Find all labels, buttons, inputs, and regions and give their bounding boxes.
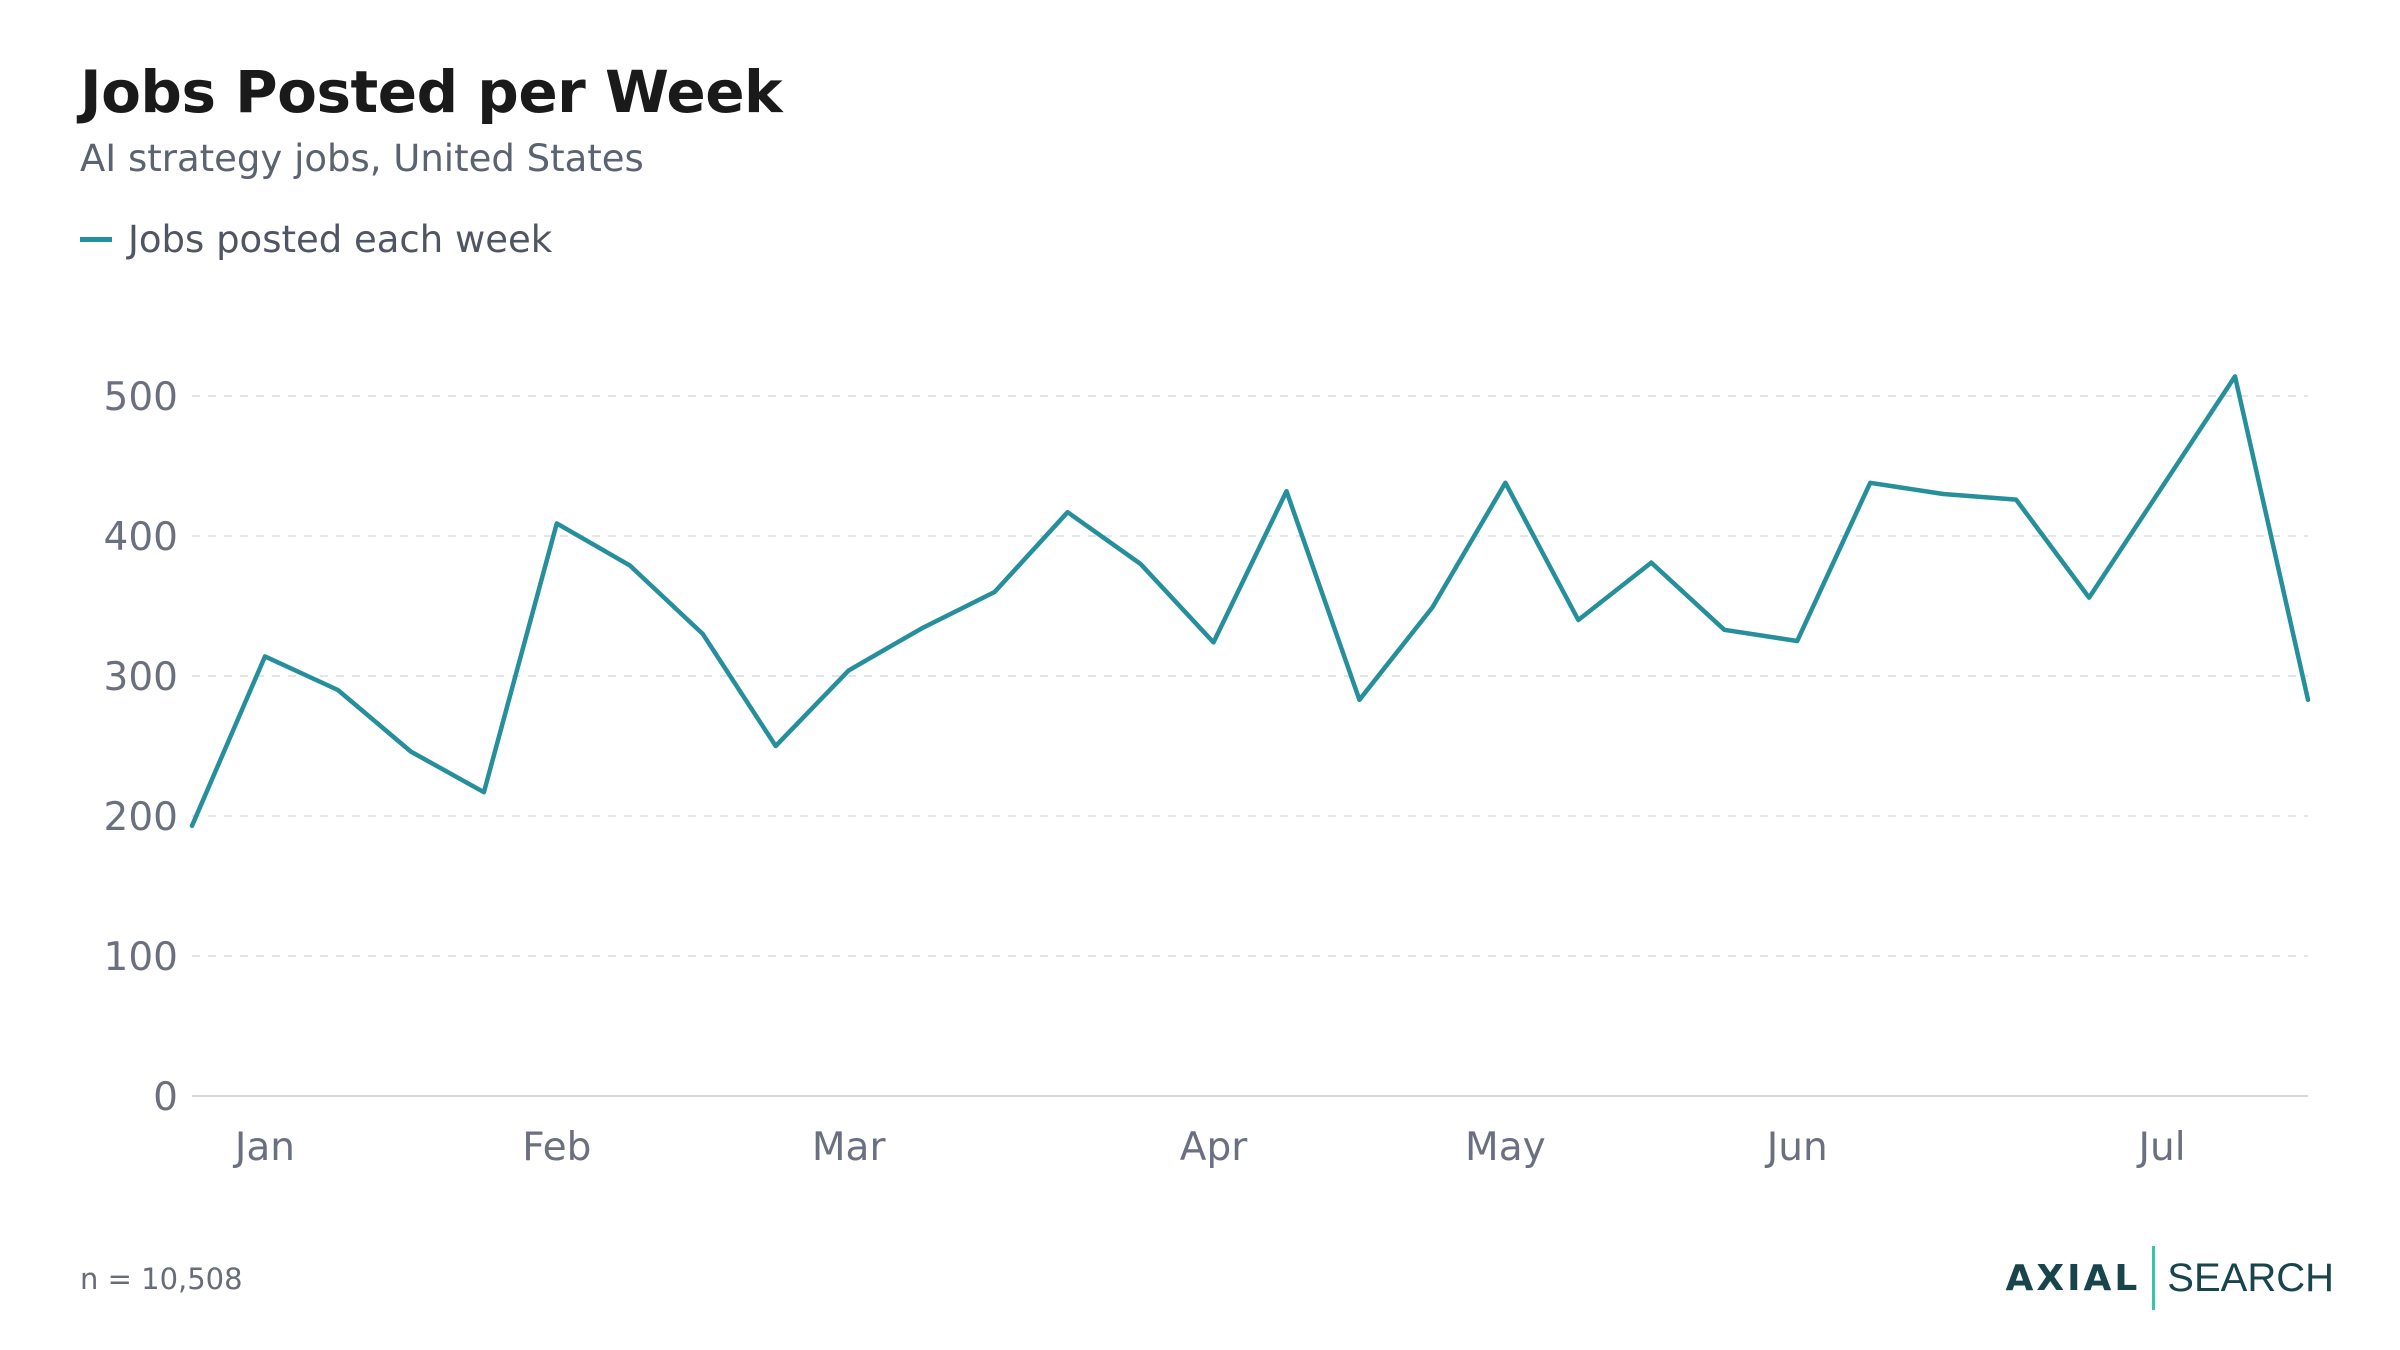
y-tick-label: 300: [104, 655, 178, 700]
y-tick-label: 200: [104, 795, 178, 840]
x-axis-ticks: Jan Feb Mar Apr May Jun Jul: [232, 1125, 2186, 1170]
series-layer: [189, 374, 2311, 829]
series-line: [189, 374, 2311, 829]
chart-legend: Jobs posted each week: [80, 218, 552, 261]
legend-swatch: [80, 237, 112, 242]
x-tick-label: Jan: [232, 1125, 295, 1170]
axial-search-logo: AXIAL SEARCH: [2005, 1245, 2334, 1311]
grid-lines: [192, 395, 2308, 957]
x-tick-label: Jun: [1764, 1125, 1828, 1170]
chart-title: Jobs Posted per Week: [80, 58, 783, 126]
legend-label: Jobs posted each week: [128, 218, 553, 261]
y-axis-ticks: 0 100 200 300 400 500: [104, 375, 178, 1120]
logo-mark: AXIAL: [2005, 1257, 2141, 1299]
y-tick-label: 0: [153, 1075, 178, 1120]
x-tick-label: Feb: [522, 1125, 591, 1170]
x-tick-label: May: [1465, 1125, 1546, 1170]
chart-subtitle: AI strategy jobs, United States: [80, 137, 644, 180]
logo-word: SEARCH: [2167, 1255, 2334, 1300]
logo-divider: [2152, 1246, 2156, 1310]
y-tick-label: 500: [104, 375, 178, 420]
x-tick-label: Jul: [2136, 1125, 2186, 1170]
y-tick-label: 100: [104, 935, 178, 980]
y-tick-label: 400: [104, 515, 178, 560]
x-tick-label: Apr: [1180, 1125, 1248, 1170]
x-tick-label: Mar: [812, 1125, 887, 1170]
sample-size-note: n = 10,508: [80, 1262, 243, 1296]
